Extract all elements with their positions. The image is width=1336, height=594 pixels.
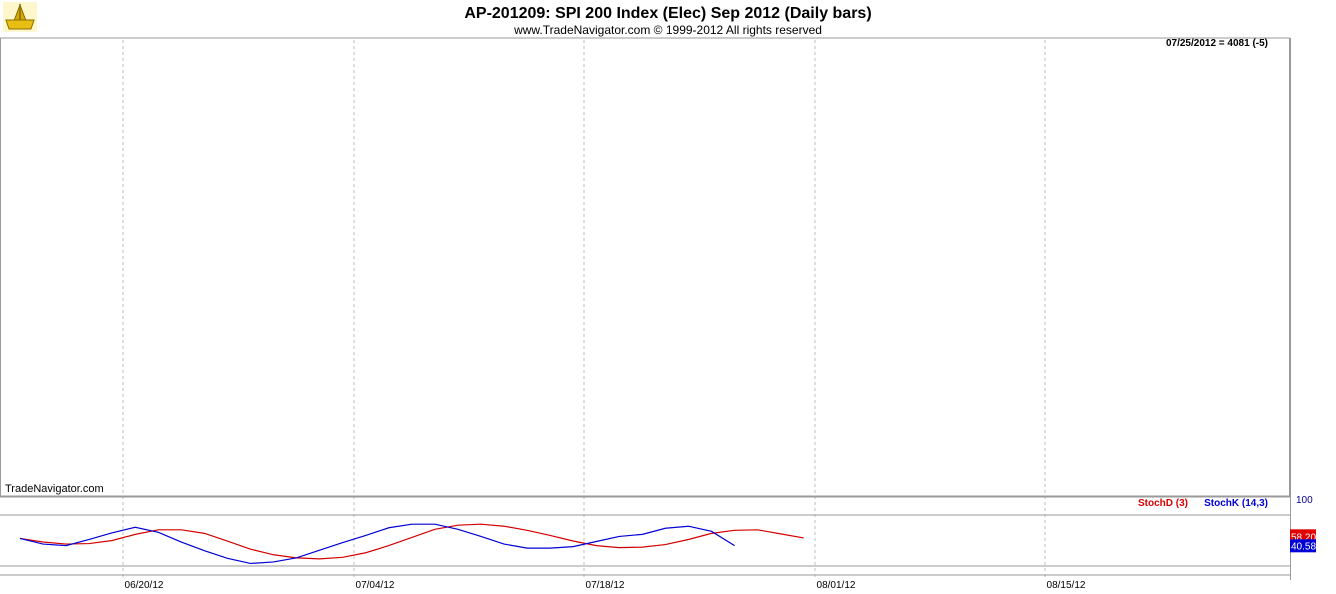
watermark: TradeNavigator.com (5, 483, 104, 495)
pane-frames (0, 37, 1291, 580)
stoch-tick-label: 100 (1296, 495, 1313, 506)
stoch-d-line (19, 523, 804, 560)
price-axis: 3975400040254050407541004125415041754081… (1290, 495, 1316, 553)
date-axis: 06/20/12 07/04/12 07/18/12 08/01/12 08/15/12 (125, 580, 1086, 591)
stoch-k-last-box (1290, 539, 1316, 553)
stoch-d-last-label: 58.20 (1291, 532, 1316, 543)
trade-navigator-logo-icon (3, 2, 37, 32)
chart-subtitle: www.TradeNavigator.com © 1999-2012 All r… (513, 23, 822, 37)
stoch-k-line (19, 523, 735, 565)
stochastic-pane (19, 523, 804, 565)
stoch-k-last-label: 40.58 (1291, 541, 1316, 552)
date-tick-label: 07/04/12 (356, 580, 395, 591)
date-tick-label: 08/15/12 (1047, 580, 1086, 591)
stoch-d-legend: StochD (3) (1138, 498, 1188, 509)
date-tick-label: 08/01/12 (817, 580, 856, 591)
last-price-info: 07/25/2012 = 4081 (-5) (1166, 38, 1268, 49)
stoch-k-legend: StochK (14,3) (1204, 498, 1268, 509)
chart-title: AP-201209: SPI 200 Index (Elec) Sep 2012… (464, 5, 871, 22)
price-pane-frame (0, 37, 1290, 497)
date-tick-label: 07/18/12 (586, 580, 625, 591)
date-tick-label: 06/20/12 (125, 580, 164, 591)
stoch-d-last-box (1290, 529, 1316, 543)
grid (122, 40, 1046, 580)
